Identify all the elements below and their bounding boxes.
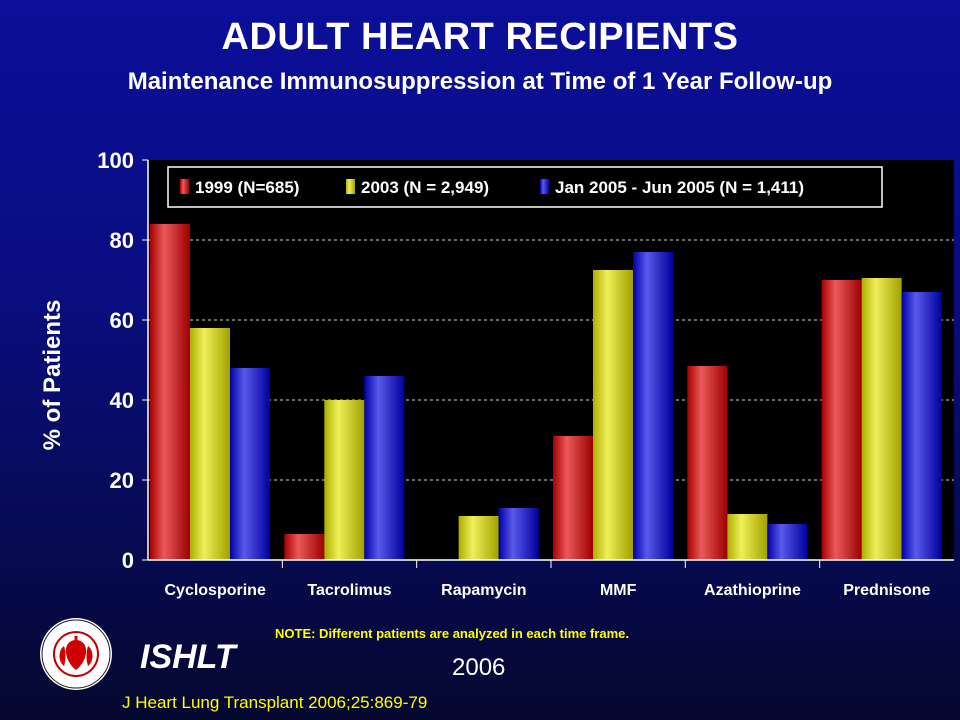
x-tick-label: Azathioprine xyxy=(704,582,801,599)
x-tick-label: Cyclosporine xyxy=(164,582,265,599)
x-tick-label: Rapamycin xyxy=(441,582,526,599)
y-tick-label: 60 xyxy=(110,308,134,333)
y-tick-label: 40 xyxy=(110,388,134,413)
bar-mmf-series-1 xyxy=(553,436,593,560)
x-tick-label: MMF xyxy=(600,582,637,599)
bar-tacrolimus-series-1 xyxy=(284,534,325,560)
plot-area xyxy=(148,160,954,560)
legend-label: 2003 (N = 2,949) xyxy=(361,178,489,197)
y-tick-label: 0 xyxy=(122,548,134,573)
bar-rapamycin-series-2 xyxy=(458,516,499,560)
slide-subtitle: Maintenance Immunosuppression at Time of… xyxy=(127,68,833,95)
legend-swatch xyxy=(346,179,355,194)
slide-title: ADULT HEART RECIPIENTS xyxy=(221,16,739,58)
legend-label: Jan 2005 - Jun 2005 (N = 1,411) xyxy=(555,178,804,197)
y-tick-label: 80 xyxy=(110,228,134,253)
bar-rapamycin-series-3 xyxy=(498,508,539,560)
heart-lungs-icon xyxy=(65,640,87,670)
y-tick-label: 20 xyxy=(110,468,134,493)
org-name: ISHLT xyxy=(140,638,236,676)
year-label: 2006 xyxy=(452,654,506,681)
bar-prednisone-series-2 xyxy=(861,278,902,560)
legend-box xyxy=(167,166,883,208)
bar-tacrolimus-series-2 xyxy=(324,400,365,560)
bar-prednisone-series-3 xyxy=(901,292,942,560)
x-tick-label: Prednisone xyxy=(843,582,930,599)
ishlt-logo xyxy=(40,618,112,690)
y-axis-label: % of Patients xyxy=(39,300,66,451)
bar-azathioprine-series-3 xyxy=(767,524,808,560)
citation-text: J Heart Lung Transplant 2006;25:869-79 xyxy=(122,693,428,712)
bar-mmf-series-3 xyxy=(633,252,673,560)
bar-cyclosporine-series-2 xyxy=(190,328,230,560)
bar-prednisone-series-1 xyxy=(821,280,862,560)
bar-tacrolimus-series-3 xyxy=(364,376,405,560)
y-tick-label: 100 xyxy=(97,148,134,173)
bar-azathioprine-series-1 xyxy=(687,366,728,560)
note-text: NOTE: Different patients are analyzed in… xyxy=(275,626,629,641)
legend-label: 1999 (N=685) xyxy=(195,178,299,197)
bar-azathioprine-series-2 xyxy=(727,514,768,560)
bar-mmf-series-2 xyxy=(593,270,633,560)
legend-swatch xyxy=(180,179,189,194)
legend-swatch xyxy=(540,179,549,194)
x-tick-label: Tacrolimus xyxy=(307,582,391,599)
bar-cyclosporine-series-3 xyxy=(230,368,270,560)
bar-cyclosporine-series-1 xyxy=(150,224,190,560)
